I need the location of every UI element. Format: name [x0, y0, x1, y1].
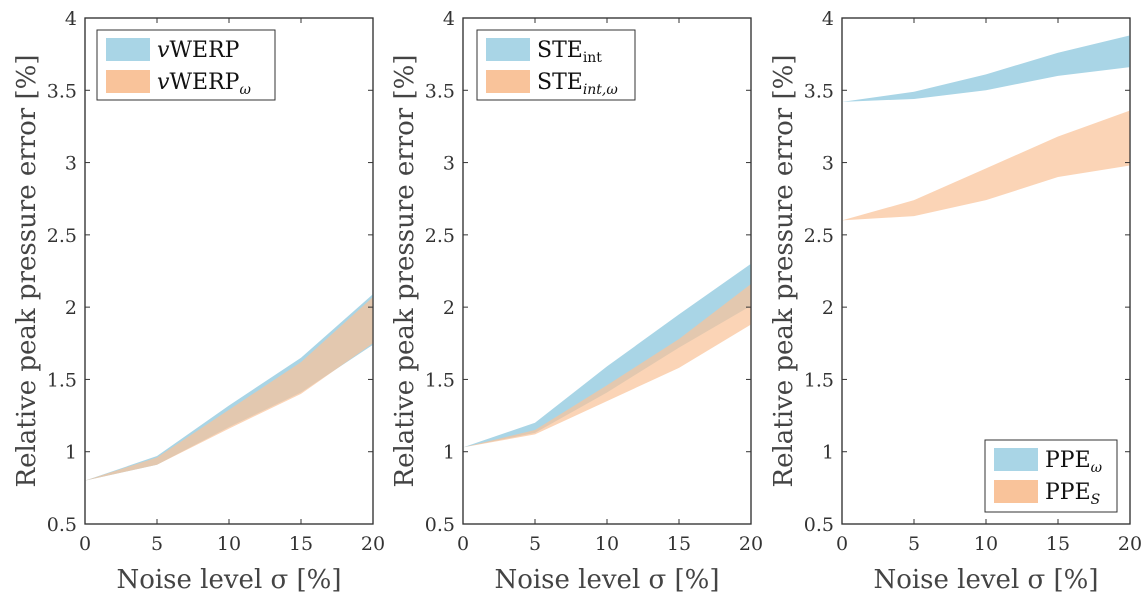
y-tick-label: 4: [443, 8, 455, 30]
x-tick-label: 5: [529, 533, 541, 555]
x-tick-label: 15: [1046, 533, 1070, 555]
y-tick-label: 1: [443, 442, 455, 464]
legend-swatch: [994, 448, 1038, 471]
x-tick-label: 0: [79, 533, 91, 555]
legend-swatch: [486, 70, 530, 93]
x-tick-label: 5: [151, 533, 163, 555]
y-tick-label: 2: [822, 297, 834, 319]
y-tick-label: 2.5: [47, 225, 77, 247]
y-tick-label: 4: [822, 8, 834, 30]
x-tick-label: 5: [908, 533, 920, 555]
legend-entry: vWERP: [157, 38, 240, 63]
x-axis-label: Noise level σ [%]: [494, 565, 719, 593]
y-tick-label: 1: [65, 442, 77, 464]
x-tick-label: 10: [974, 533, 998, 555]
x-tick-label: 10: [217, 533, 241, 555]
x-tick-label: 20: [1118, 533, 1142, 555]
y-tick-label: 3: [443, 153, 455, 175]
y-tick-label: 2.5: [425, 225, 455, 247]
legend-swatch: [486, 38, 530, 61]
x-tick-label: 20: [361, 533, 385, 555]
chart-panel-2: 0 5 10 15 20 0.5 1 1.5 2 2.5 3 3.5 4 Noise level σ [%…: [390, 8, 763, 593]
y-tick-label: 3: [822, 153, 834, 175]
legend-swatch: [106, 70, 150, 93]
legend-swatch: [106, 38, 150, 61]
x-axis-label: Noise level σ [%]: [116, 565, 341, 593]
y-tick-label: 3.5: [804, 80, 834, 102]
y-tick-label: 1.5: [804, 369, 834, 391]
y-axis-label: Relative peak pressure error [%]: [12, 55, 42, 488]
y-axis-label: Relative peak pressure error [%]: [769, 55, 799, 488]
y-tick-label: 1: [822, 442, 834, 464]
y-tick-label: 3.5: [47, 80, 77, 102]
x-axis-label: Noise level σ [%]: [873, 565, 1098, 593]
legend-swatch: [994, 480, 1038, 503]
y-tick-label: 2: [65, 297, 77, 319]
x-tick-label: 15: [289, 533, 313, 555]
legend-entry: vWERPω: [157, 70, 251, 98]
y-tick-label: 3: [65, 153, 77, 175]
chart-panel-3: 0 5 10 15 20 0.5 1 1.5 2 2.5 3 3.5 4 Noise level σ [%…: [769, 8, 1142, 593]
y-tick-label: 2.5: [804, 225, 834, 247]
x-tick-label: 10: [595, 533, 619, 555]
x-tick-label: 20: [739, 533, 763, 555]
x-tick-label: 0: [836, 533, 848, 555]
legend: vWERP vWERPω: [97, 30, 275, 100]
y-tick-label: 0.5: [425, 514, 455, 536]
chart-panel-1: 0 5 10 15 20 0.5 1 1.5 2 2.5 3 3.5 4 Noise level σ [%…: [12, 8, 385, 593]
y-tick-label: 1.5: [47, 369, 77, 391]
x-tick-label: 0: [457, 533, 469, 555]
y-tick-label: 0.5: [804, 514, 834, 536]
y-tick-label: 4: [65, 8, 77, 30]
y-tick-label: 2: [443, 297, 455, 319]
y-tick-label: 0.5: [47, 514, 77, 536]
x-tick-label: 15: [667, 533, 691, 555]
y-tick-label: 3.5: [425, 80, 455, 102]
y-axis-label: Relative peak pressure error [%]: [390, 55, 420, 488]
y-tick-label: 1.5: [425, 369, 455, 391]
